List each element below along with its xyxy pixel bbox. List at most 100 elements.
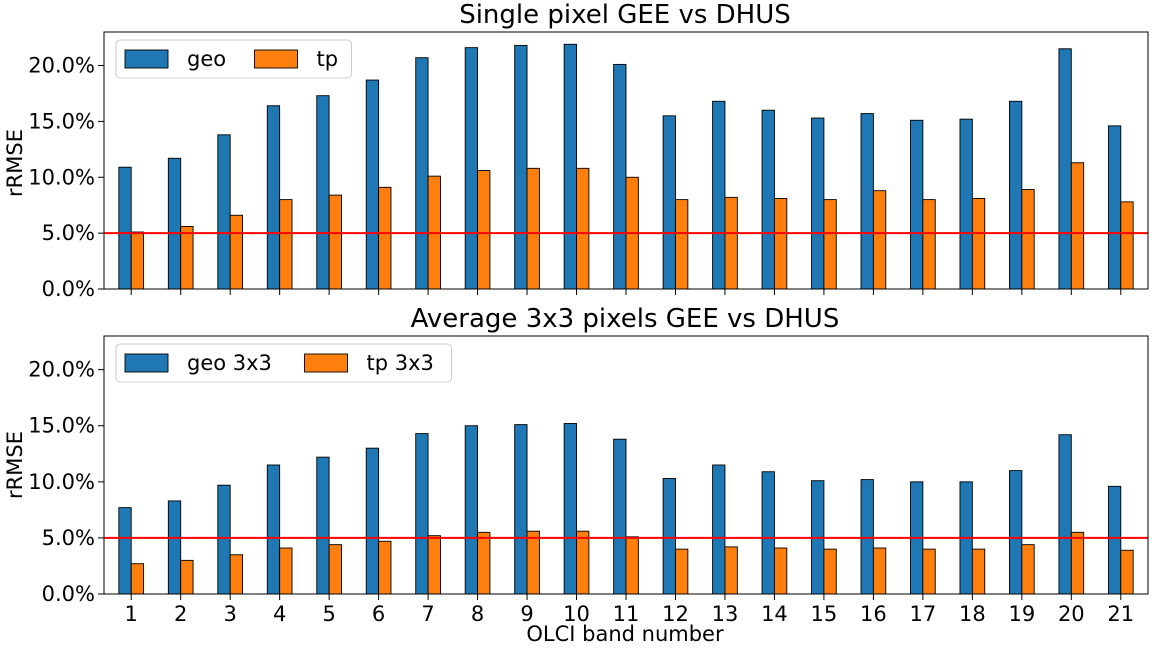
x-tick-label: 7 xyxy=(421,602,434,626)
bar-tp-8 xyxy=(477,170,491,290)
bar-geo-8 xyxy=(464,47,479,290)
y-tick-label: 20.0% xyxy=(28,358,95,382)
bar-geo-14 xyxy=(761,109,775,290)
bar-tp-9 xyxy=(526,167,540,290)
bar-tp-3x3-15 xyxy=(823,548,837,595)
bar-geo-3x3-20 xyxy=(1058,434,1072,595)
bar-tp-6 xyxy=(378,186,392,290)
bar-geo-5 xyxy=(316,95,330,290)
bar-tp-2 xyxy=(180,225,194,290)
bar-geo-3x3-4 xyxy=(266,464,281,595)
bar-geo-2 xyxy=(167,157,182,290)
bar-geo-3x3-3 xyxy=(217,484,231,595)
x-tick-label: 1 xyxy=(125,602,138,626)
legend-label: tp xyxy=(317,47,339,71)
bar-geo-3x3-9 xyxy=(514,424,528,595)
x-tick-label: 5 xyxy=(322,602,335,626)
x-tick-label: 3 xyxy=(223,602,236,626)
bar-tp-19 xyxy=(1021,189,1035,290)
bar-geo-3x3-10 xyxy=(563,423,577,595)
y-tick-label: 10.0% xyxy=(28,470,95,494)
legend-label: geo 3x3 xyxy=(187,351,272,375)
bar-geo-15 xyxy=(811,117,825,290)
bar-tp-3x3-5 xyxy=(328,544,342,595)
x-tick-label: 20 xyxy=(1058,602,1085,626)
bar-geo-19 xyxy=(1009,100,1023,290)
bar-geo-18 xyxy=(959,118,973,290)
y-tick-label: 5.0% xyxy=(42,526,95,550)
bar-geo-20 xyxy=(1058,48,1072,290)
x-tick-label: 6 xyxy=(372,602,385,626)
y-axis-label: rRMSE xyxy=(3,431,27,499)
bar-tp-18 xyxy=(971,198,986,290)
bar-geo-3x3-21 xyxy=(1107,485,1122,595)
bar-geo-3x3-7 xyxy=(415,433,429,595)
x-tick-label: 2 xyxy=(174,602,187,626)
bar-tp-3x3-17 xyxy=(922,548,936,595)
chart-title: Single pixel GEE vs DHUS xyxy=(459,0,791,30)
bar-tp-17 xyxy=(922,199,936,290)
bar-tp-3x3-7 xyxy=(427,535,441,595)
bar-tp-3x3-12 xyxy=(675,548,689,595)
bar-tp-3x3-16 xyxy=(872,547,887,595)
legend: geo tp xyxy=(115,39,352,79)
bar-geo-21 xyxy=(1107,125,1122,290)
y-tick-label: 5.0% xyxy=(42,221,95,245)
bar-geo-3 xyxy=(217,134,231,290)
bar-tp-14 xyxy=(773,198,788,290)
bar-tp-3x3-14 xyxy=(773,547,788,595)
bar-tp-15 xyxy=(823,199,837,290)
bar-geo-9 xyxy=(514,44,528,290)
bar-geo-3x3-6 xyxy=(365,447,380,595)
bar-tp-3x3-20 xyxy=(1070,531,1085,595)
x-tick-label: 13 xyxy=(712,602,739,626)
x-tick-label: 12 xyxy=(662,602,689,626)
bar-tp-13 xyxy=(724,196,738,290)
x-tick-label: 18 xyxy=(959,602,986,626)
y-tick-label: 0.0% xyxy=(42,277,95,301)
bar-geo-3x3-16 xyxy=(860,479,874,595)
bar-tp-3x3-9 xyxy=(526,530,540,595)
chart-title: Average 3x3 pixels GEE vs DHUS xyxy=(411,304,840,334)
bar-tp-3x3-21 xyxy=(1120,549,1134,595)
bar-tp-10 xyxy=(576,167,590,290)
bar-tp-5 xyxy=(328,194,342,290)
x-tick-label: 10 xyxy=(563,602,590,626)
legend-box xyxy=(115,343,452,383)
bar-tp-3x3-2 xyxy=(180,559,194,595)
bar-geo-3x3-13 xyxy=(712,464,726,595)
x-tick-label: 4 xyxy=(273,602,286,626)
bar-tp-3x3-18 xyxy=(971,548,986,595)
bar-geo-16 xyxy=(860,113,874,290)
bar-tp-3x3-13 xyxy=(724,546,738,595)
bar-geo-7 xyxy=(415,57,429,290)
bar-geo-3x3-19 xyxy=(1009,470,1023,595)
bar-geo-10 xyxy=(563,43,577,290)
bar-tp-4 xyxy=(279,199,293,290)
bar-geo-17 xyxy=(910,119,924,290)
bar-tp-3x3-3 xyxy=(229,554,243,595)
legend-swatch-tp xyxy=(254,49,298,69)
x-tick-label: 16 xyxy=(860,602,887,626)
legend-swatch-geo-3x3 xyxy=(124,353,169,373)
x-tick-label: 17 xyxy=(910,602,937,626)
y-tick-label: 20.0% xyxy=(28,54,95,78)
bar-geo-3x3-5 xyxy=(316,456,330,595)
bar-geo-3x3-14 xyxy=(761,471,775,595)
bar-tp-3x3-6 xyxy=(378,540,392,595)
bar-tp-3x3-8 xyxy=(477,531,491,595)
x-tick-label: 21 xyxy=(1107,602,1134,626)
bar-tp-3 xyxy=(229,214,243,290)
bar-geo-11 xyxy=(613,63,627,290)
y-axis-label: rRMSE xyxy=(3,129,27,197)
plot-frame xyxy=(103,31,1149,290)
bar-tp-3x3-19 xyxy=(1021,544,1035,595)
x-tick-label: 14 xyxy=(761,602,788,626)
subplot-average-3x3: Average 3x3 pixels GEE vs DHUS rRMSE OLC… xyxy=(3,304,1149,646)
legend-swatch-tp-3x3 xyxy=(304,353,348,373)
bar-geo-13 xyxy=(712,100,726,290)
bar-tp-20 xyxy=(1070,162,1085,290)
bar-geo-12 xyxy=(662,115,676,290)
bar-tp-3x3-11 xyxy=(625,536,639,595)
